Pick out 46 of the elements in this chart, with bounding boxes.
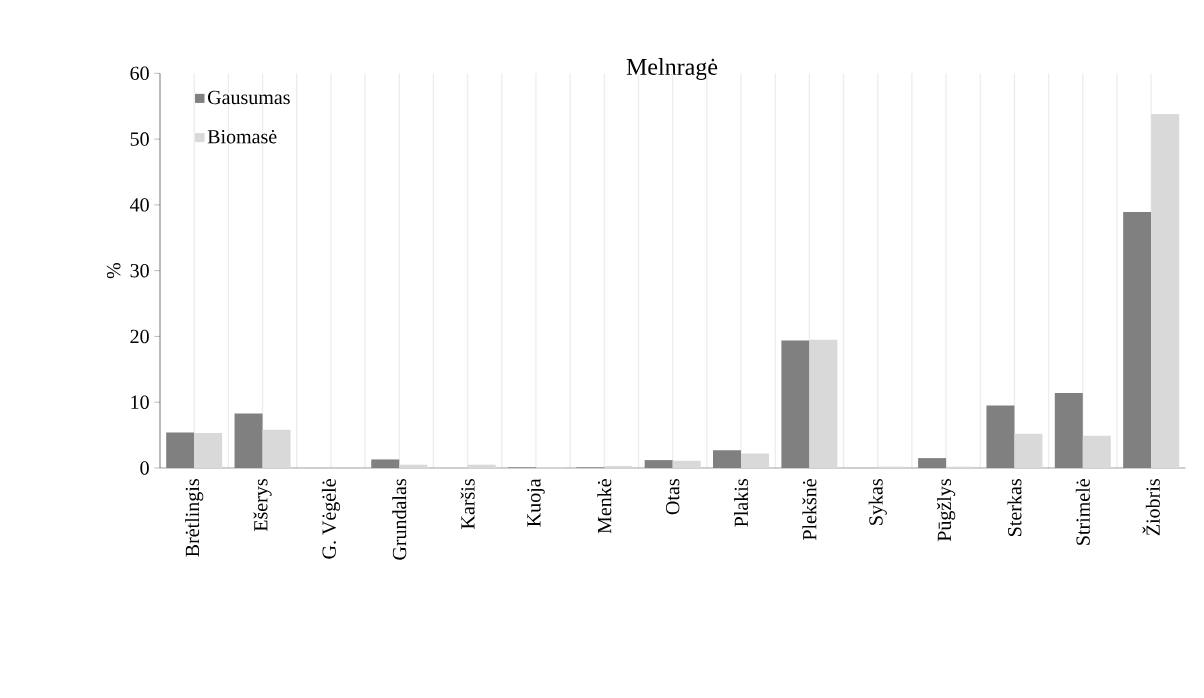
bar [1082,435,1111,468]
bar [986,405,1015,468]
bar [1014,433,1043,468]
bar [467,464,496,468]
y-tick-label: 0 [140,461,149,475]
bar [713,450,742,468]
y-tick-label: 10 [131,395,149,409]
x-tick-label: Ešerys [253,479,272,532]
x-tick-label: Plekšnė [802,479,817,541]
chart-title: Melnragė [626,58,718,80]
bar [1151,114,1180,468]
x-tick-label: Sterkas [1007,479,1022,536]
y-tick-label: 40 [130,198,149,212]
x-tick-label: Karšis [460,479,475,529]
x-tick-label: Brėtlingis [185,479,204,557]
bar [371,459,400,468]
bar [672,460,701,468]
legend-label: Gausumas [208,90,290,105]
bar [262,429,291,468]
x-tick-label: Žiobris [1142,479,1160,536]
bar [194,433,223,468]
x-tick-label: Grundalas [392,479,407,560]
bar [1123,212,1152,468]
bar [234,413,263,468]
bar [644,460,673,468]
bar [1054,393,1083,468]
y-tick-label: 30 [130,263,149,278]
x-tick-label: Plakis [734,479,749,527]
x-tick-label: Otas [665,479,680,515]
y-axis-title: % [106,263,121,279]
y-tick-label: 60 [130,66,149,81]
bar [166,432,195,468]
x-tick-label: Pūgžlys [936,479,956,542]
x-tick-label: Sykas [868,479,887,525]
bar [399,464,428,468]
y-tick-label: 50 [130,132,149,146]
bar [809,339,838,468]
bar [918,458,947,468]
bar [781,340,810,468]
x-tick-label: Kuoja [527,478,545,527]
x-tick-label: Menkė [597,479,612,534]
legend-label: Biomasė [207,130,277,144]
bar [741,453,770,468]
y-tick-label: 20 [130,329,149,344]
x-tick-label: Strimelė [1075,479,1090,545]
x-tick-label: G. Vėgėlė [321,479,340,559]
